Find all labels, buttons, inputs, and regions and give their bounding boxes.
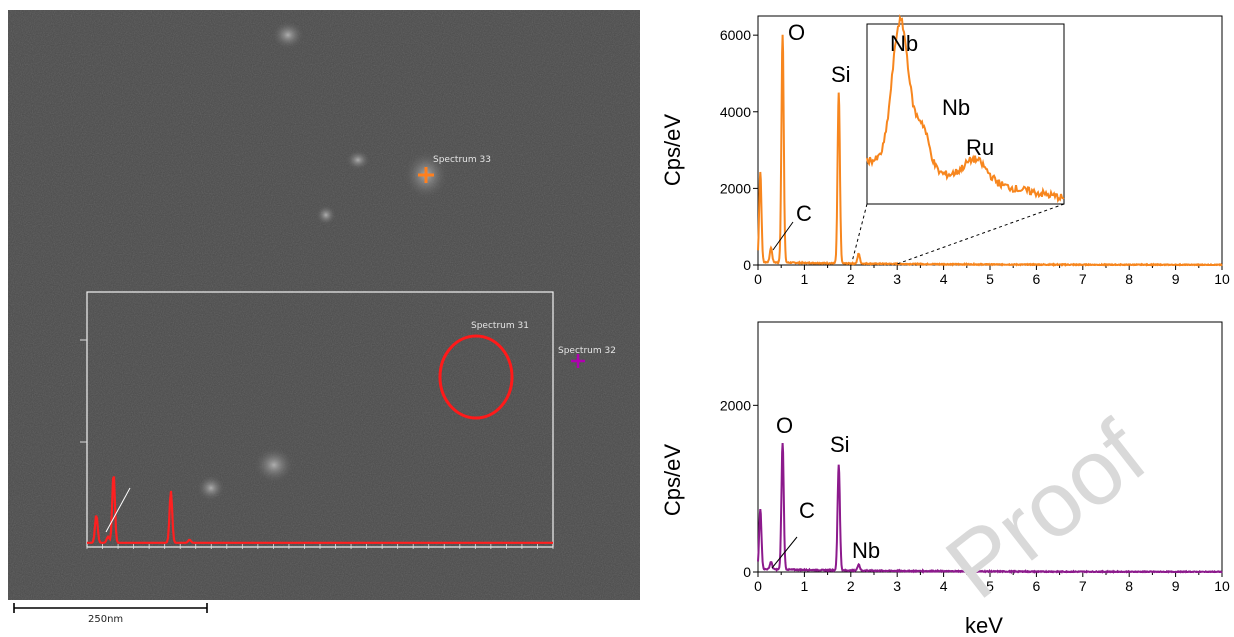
inset-spectrum-ticks — [86, 544, 554, 549]
x-tick-label: 10 — [1214, 578, 1230, 594]
inset-spectrum-line — [87, 476, 553, 544]
sem-micrograph: Spectrum 33 Spectrum 32 Spectrum 31 — [8, 10, 640, 605]
x-tick-label: 4 — [940, 271, 948, 287]
top-inset-series — [866, 14, 1065, 204]
inset-label-ru: Ru — [966, 135, 994, 160]
x-tick-label: 6 — [1033, 578, 1041, 594]
bottom-spectrum-series — [757, 442, 1223, 575]
scale-bar-label: 250nm — [88, 614, 123, 625]
x-tick-label: 3 — [893, 578, 901, 594]
x-tick-label: 9 — [1172, 271, 1180, 287]
y-tick-label: 4000 — [720, 104, 751, 120]
spectrum-31-roi — [438, 334, 514, 420]
x-tick-label: 0 — [754, 578, 762, 594]
x-tick-label: 6 — [1033, 271, 1041, 287]
inset-label-nb-2: Nb — [942, 95, 970, 120]
x-tick-label: 1 — [801, 271, 809, 287]
x-tick-label: 1 — [801, 578, 809, 594]
x-tick-label: 4 — [940, 578, 948, 594]
bottom-peak-label-nb: Nb — [852, 538, 880, 563]
top-peak-label-si: Si — [831, 62, 851, 87]
top-c-pointer — [772, 221, 794, 251]
inset-connector-left — [851, 203, 868, 263]
y-tick-label: 2000 — [720, 397, 751, 413]
x-tick-label: 9 — [1172, 578, 1180, 594]
bottom-peak-label-o: O — [776, 413, 793, 438]
y-tick-label: 6000 — [720, 27, 751, 43]
inset-connector-right — [896, 203, 1065, 265]
x-tick-label: 0 — [754, 271, 762, 287]
y-tick-label: 0 — [743, 564, 751, 580]
x-tick-label: 5 — [986, 578, 994, 594]
top-y-axis-title: Cps/eV — [660, 114, 685, 186]
top-spectrum-series — [757, 34, 1223, 267]
top-peak-label-o: O — [788, 20, 805, 45]
inset-label-nb-1: Nb — [890, 31, 918, 56]
spectrum-31-label: Spectrum 31 — [471, 321, 529, 331]
bottom-y-axis-title: Cps/eV — [660, 444, 685, 516]
x-tick-label: 2 — [847, 578, 855, 594]
inset-c-pointer — [105, 487, 131, 533]
bottom-c-pointer — [771, 536, 798, 569]
scale-bar — [13, 603, 208, 613]
scale-bar-area: 250nm — [0, 600, 640, 637]
spectrum-33-marker — [418, 167, 434, 183]
x-tick-label: 8 — [1125, 578, 1133, 594]
y-tick-label: 0 — [743, 257, 751, 273]
x-tick-label: 3 — [893, 271, 901, 287]
x-tick-label: 7 — [1079, 578, 1087, 594]
x-tick-label: 2 — [847, 271, 855, 287]
bottom-x-axis-title: keV — [965, 613, 1003, 637]
y-tick-label: 2000 — [720, 180, 751, 196]
x-tick-label: 5 — [986, 271, 994, 287]
x-tick-label: 8 — [1125, 271, 1133, 287]
bottom-peak-label-c: C — [799, 498, 815, 523]
spectrum-32-label: Spectrum 32 — [558, 346, 616, 356]
top-peak-label-c: C — [796, 201, 812, 226]
x-tick-label: 10 — [1214, 271, 1230, 287]
x-tick-label: 7 — [1079, 271, 1087, 287]
spectrum-32-marker — [571, 354, 585, 368]
bottom-peak-label-si: Si — [830, 432, 850, 457]
top-inset-box — [866, 23, 1065, 205]
spectrum-33-label: Spectrum 33 — [433, 155, 491, 165]
